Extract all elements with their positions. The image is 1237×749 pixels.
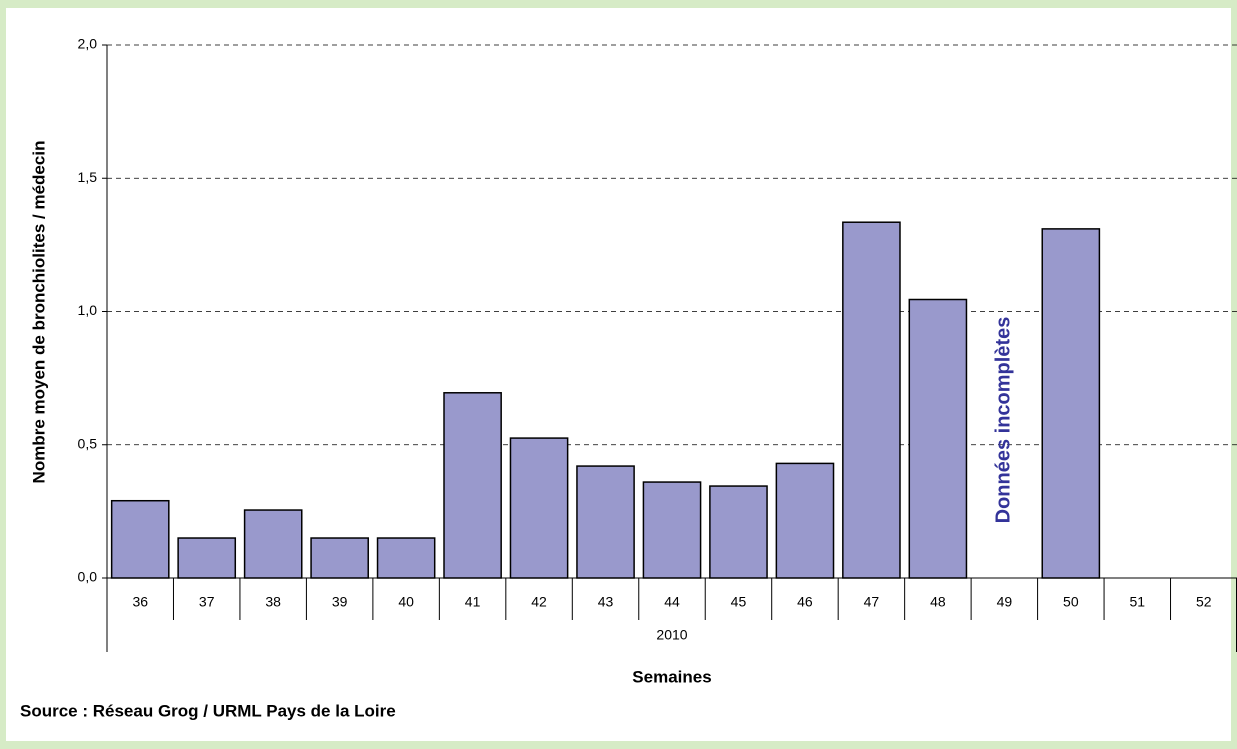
bar [709,485,768,579]
annotation: Données incomplètes [993,317,1015,524]
bar [775,462,835,579]
y-tick-label: 1,0 [78,302,98,318]
x-tick-label: 39 [332,594,348,610]
x-tick-label: 50 [1063,594,1079,610]
y-tick-label: 0,5 [78,435,98,451]
x-tick-label: 45 [731,594,747,610]
x-group-label: 2010 [656,627,687,643]
bar [443,392,502,579]
y-axis-label: Nombre moyen de bronchiolites / médecin [29,141,48,484]
chart-background [6,8,1231,741]
x-tick-label: 40 [398,594,414,610]
x-tick-label: 47 [864,594,880,610]
x-tick-label: 36 [132,594,148,610]
bar [243,509,303,579]
x-tick-label: 44 [664,594,680,610]
bar [310,537,369,579]
bar [509,437,569,579]
x-tick-label: 37 [199,594,215,610]
x-tick-label: 46 [797,594,813,610]
x-tick-label: 43 [598,594,614,610]
bar [177,537,237,579]
bar [908,298,968,579]
x-tick-label: 49 [997,594,1013,610]
x-tick-label: 52 [1196,594,1212,610]
x-tick-label: 41 [465,594,481,610]
y-tick-label: 2,0 [78,36,98,52]
bar [110,499,170,579]
source: Source : Réseau Grog / URML Pays de la L… [20,701,396,720]
x-tick-label: 48 [930,594,946,610]
x-tick-label: 38 [265,594,281,610]
bar [842,221,901,579]
bar [376,537,436,579]
y-tick-label: 0,0 [78,569,98,585]
bar [642,481,702,579]
x-tick-label: 42 [531,594,547,610]
bar [576,465,635,579]
x-axis-label: Semaines [632,667,711,686]
bar [1041,228,1101,579]
y-tick-label: 1,5 [78,169,98,185]
x-tick-label: 51 [1130,594,1146,610]
